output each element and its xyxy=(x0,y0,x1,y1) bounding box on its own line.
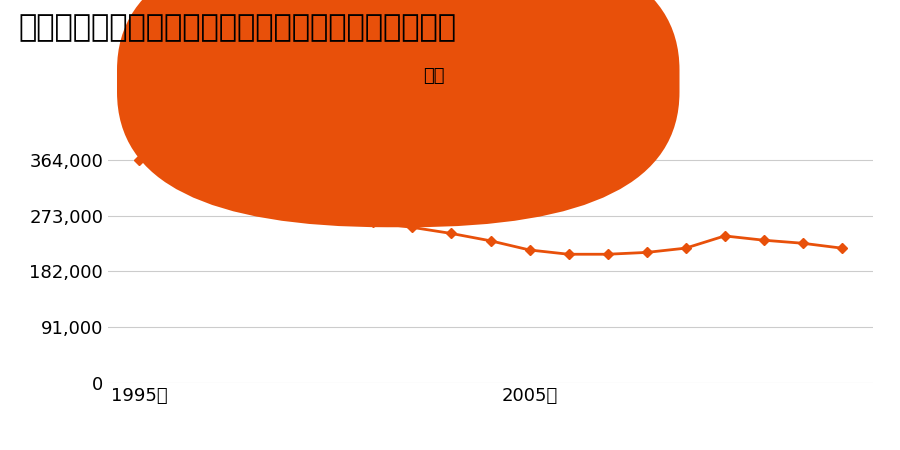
Text: 東京都多摩市大字一の宮字後田７１５番３の地価推移: 東京都多摩市大字一の宮字後田７１５番３の地価推移 xyxy=(18,14,456,42)
Text: 価格: 価格 xyxy=(423,68,445,86)
